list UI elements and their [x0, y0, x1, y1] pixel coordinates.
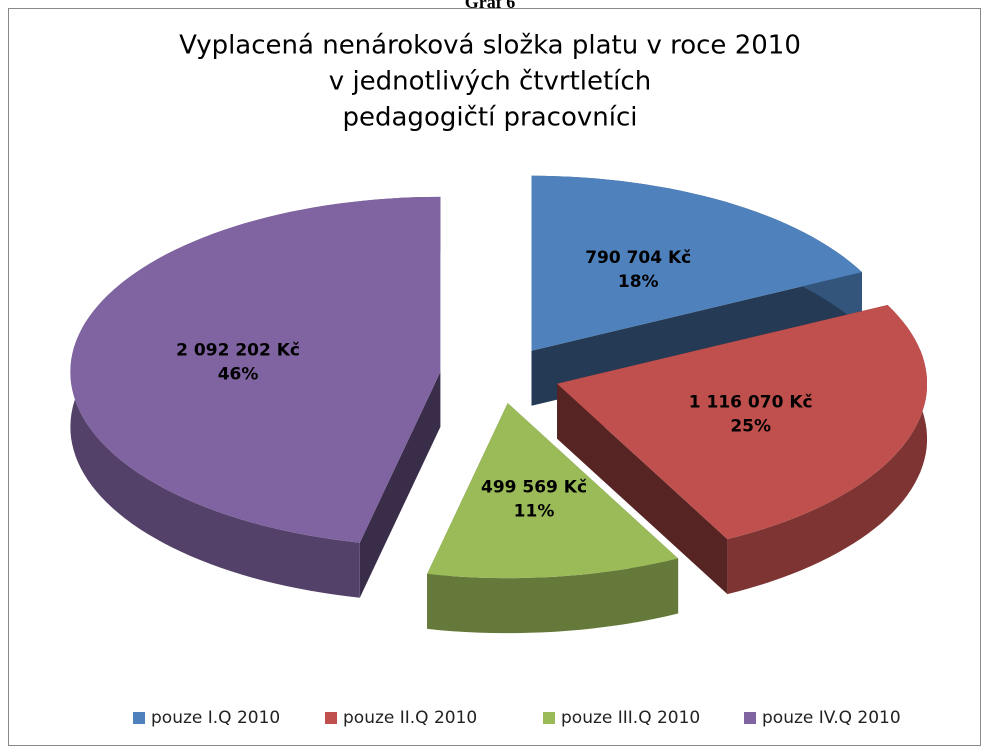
data-label: 790 704 Kč — [585, 248, 691, 268]
heading: Graf 6 — [465, 0, 515, 12]
slice — [70, 196, 441, 598]
legend-label: pouze III.Q 2010 — [561, 708, 700, 728]
chart-title: v jednotlivých čtvrtletích — [329, 67, 651, 97]
slice — [427, 403, 679, 634]
slice — [70, 196, 441, 543]
legend-label: pouze IV.Q 2010 — [762, 708, 901, 728]
slice — [557, 305, 927, 595]
slice — [427, 403, 679, 579]
legend-swatch — [744, 712, 756, 724]
legend-swatch — [325, 712, 337, 724]
legend-label: pouze I.Q 2010 — [151, 708, 280, 728]
data-label: 2 092 202 Kč — [176, 340, 300, 360]
slice — [531, 175, 862, 351]
slice-side — [557, 383, 728, 595]
data-label: 46% — [218, 364, 259, 384]
data-label: 25% — [730, 416, 771, 436]
slice-side — [359, 371, 441, 598]
legend-swatch — [543, 712, 555, 724]
data-label: 11% — [514, 502, 555, 522]
legend-swatch — [133, 712, 145, 724]
data-label: 1 116 070 Kč — [689, 392, 813, 412]
chart-title: pedagogičtí pracovníci — [343, 103, 638, 133]
data-label: 18% — [618, 272, 659, 292]
chart-title: Vyplacená nenároková složka platu v roce… — [179, 31, 801, 61]
slice-side — [727, 305, 927, 595]
slice — [557, 305, 927, 540]
data-label: 499 569 Kč — [481, 478, 587, 498]
slice-side — [427, 558, 679, 634]
legend-label: pouze II.Q 2010 — [343, 708, 477, 728]
